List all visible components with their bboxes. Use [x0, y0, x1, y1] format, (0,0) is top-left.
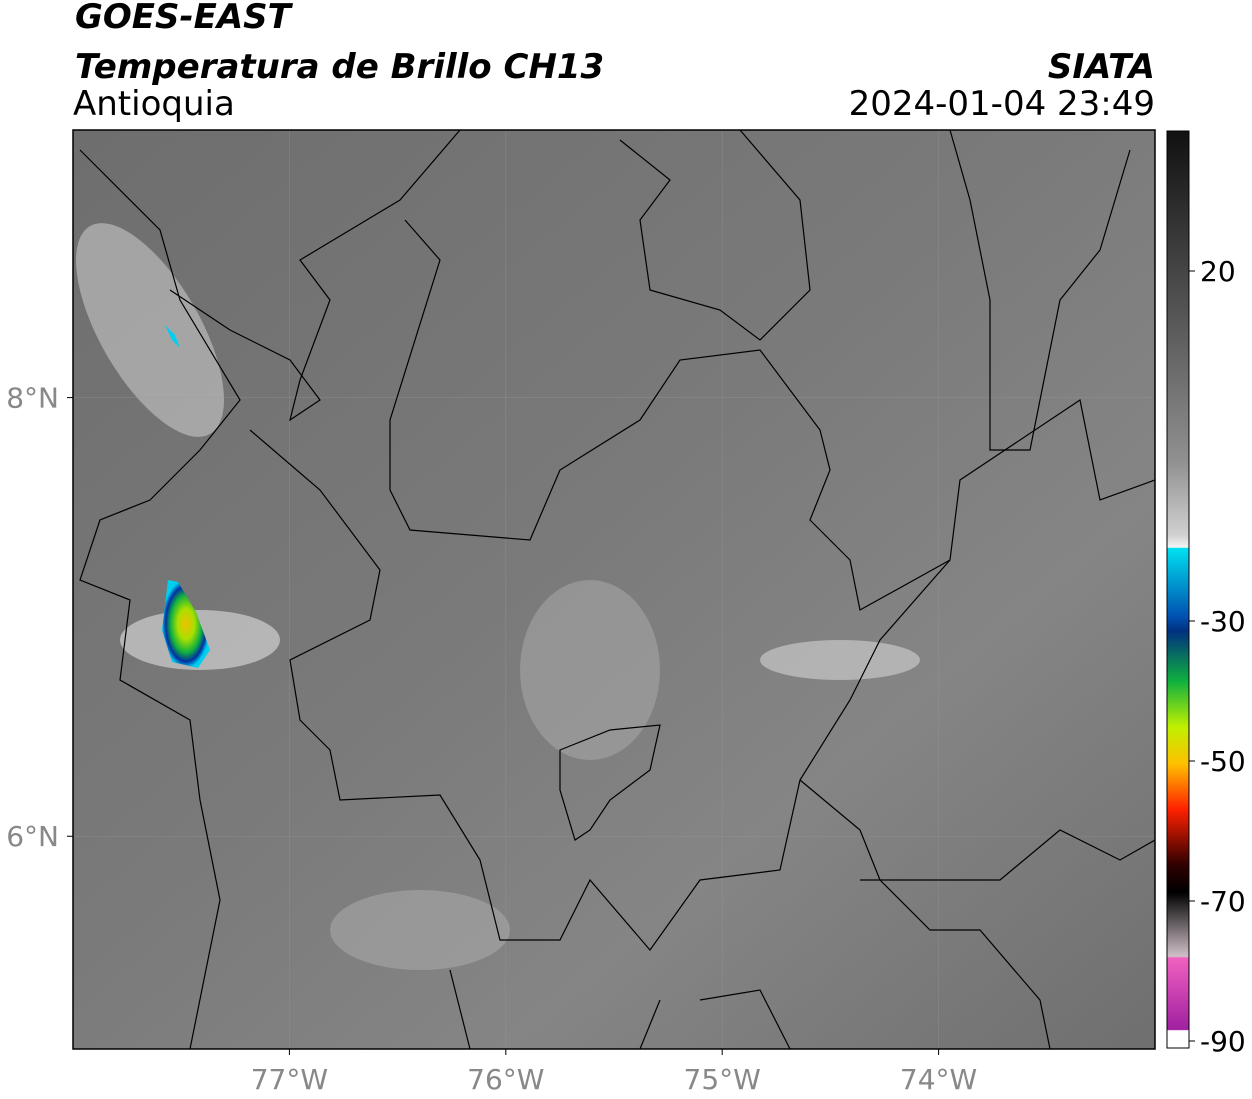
datetime: 2024-01-04 23:49: [849, 84, 1155, 124]
region: Antioquia: [73, 84, 235, 124]
municipality-border: [559, 724, 661, 841]
x-tick-label: 77°W: [251, 1063, 328, 1096]
colorbar-tick-label: -50: [1200, 745, 1246, 778]
map-frame: [72, 129, 1156, 1050]
colorbar-tick-label: 20: [1200, 255, 1236, 288]
convective-cell: [165, 325, 180, 348]
colorbar-tick-label: -90: [1200, 1025, 1246, 1058]
cloud: [330, 890, 510, 970]
convective-cell: [162, 580, 210, 668]
coastline: [169, 130, 461, 422]
x-tick-label: 76°W: [467, 1063, 544, 1096]
map-area: [73, 130, 1155, 1049]
cloud: [520, 580, 660, 760]
x-tick-label: 75°W: [684, 1063, 761, 1096]
graticule: [73, 130, 1155, 1049]
department-border: [619, 130, 811, 341]
colorbar-tick-label: -30: [1200, 605, 1246, 638]
cloud: [760, 640, 920, 680]
source: SIATA: [1048, 47, 1155, 87]
x-tick-label: 74°W: [900, 1063, 977, 1096]
department-border: [449, 779, 1155, 1049]
y-tick-label: 8°N: [6, 382, 59, 415]
coastline: [79, 149, 241, 1049]
department-border: [949, 130, 1131, 451]
title: GOES-EAST: [75, 0, 294, 37]
cloud: [76, 223, 224, 437]
department-border: [249, 399, 1155, 951]
subtitle: Temperatura de Brillo CH13: [75, 47, 604, 87]
y-tick-label: 6°N: [6, 820, 59, 853]
colorbar-tick-label: -70: [1200, 885, 1246, 918]
colorbar: [1166, 130, 1190, 1049]
department-border: [389, 219, 951, 611]
